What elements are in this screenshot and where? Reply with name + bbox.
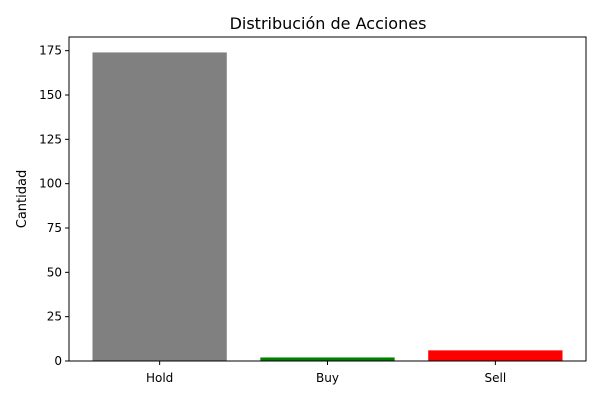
x-axis-ticks: Hold Buy Sell [146,361,506,385]
x-tick-label: Sell [485,371,507,385]
bar-sell [428,350,563,361]
bar-hold [92,52,227,362]
y-tick-label: 50 [47,265,62,279]
y-tick-label: 25 [47,310,62,324]
x-tick-label: Buy [316,371,339,385]
y-tick-label: 150 [39,88,62,102]
chart-title: Distribución de Acciones [230,14,427,33]
y-axis-label: Cantidad [15,170,30,228]
y-tick-label: 125 [39,132,62,146]
y-tick-label: 0 [54,354,62,368]
y-tick-label: 175 [39,44,62,58]
y-tick-label: 75 [47,221,62,235]
y-tick-label: 100 [39,177,62,191]
y-axis-ticks: 0 25 50 75 100 125 150 175 [39,44,69,368]
x-tick-label: Hold [146,371,173,385]
plot-frame [68,36,587,362]
bar-buy [260,357,395,361]
bars-group [92,52,563,362]
